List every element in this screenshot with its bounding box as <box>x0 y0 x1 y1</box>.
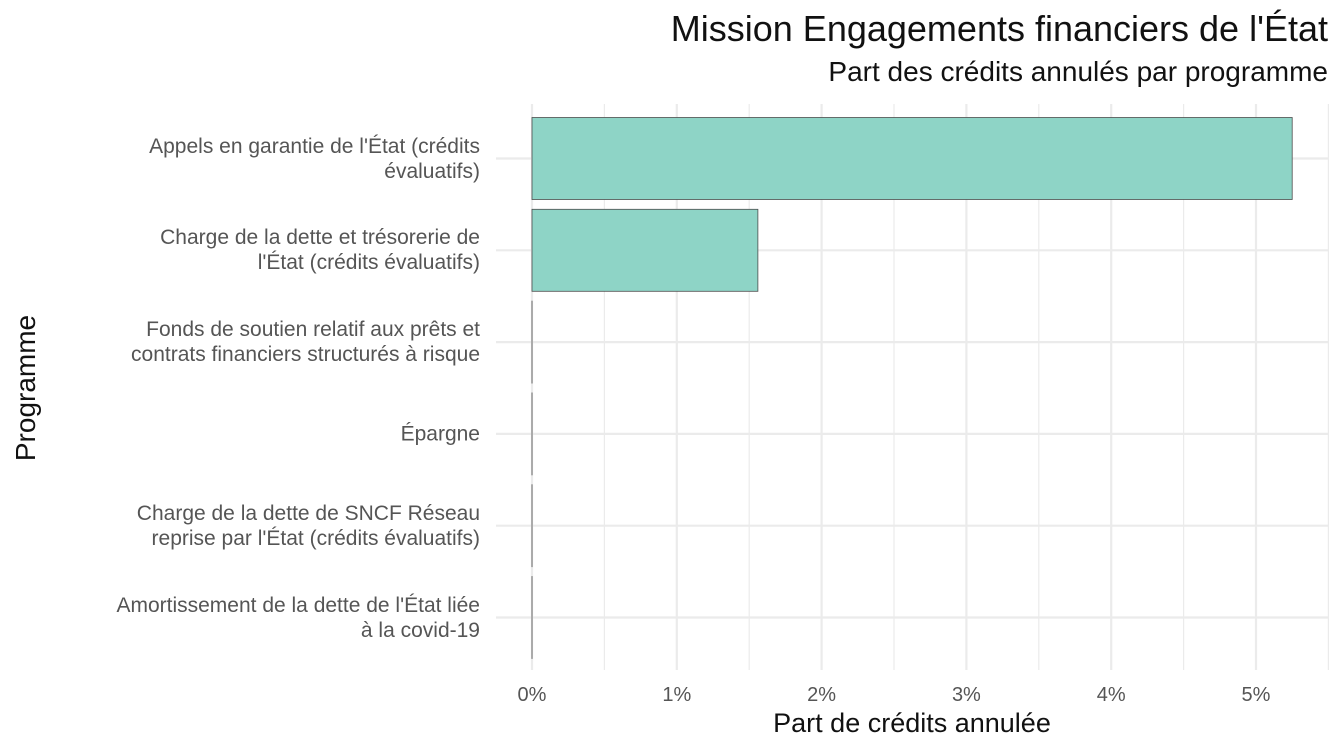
x-tick-label: 0% <box>518 684 547 706</box>
y-category-label-line: reprise par l'État (crédits évaluatifs) <box>151 526 480 550</box>
y-category-label-line: à la covid-19 <box>360 618 480 642</box>
y-category-label-line: contrats financiers structurés à risque <box>131 343 480 367</box>
y-category-label-line: Appels en garantie de l'État (crédits <box>149 134 480 158</box>
y-category-label-line: Charge de la dette et trésorerie de <box>160 226 480 250</box>
bar <box>531 117 1293 200</box>
chart-subtitle: Part des crédits annulés par programme <box>828 56 1328 87</box>
y-category-label-line: Amortissement de la dette de l'État liée <box>116 593 480 617</box>
y-category-label-line: Épargne <box>400 422 480 446</box>
y-category-label-line: évaluatifs) <box>384 159 480 183</box>
x-tick-label: 2% <box>807 684 836 706</box>
chart-title: Mission Engagements financiers de l'État <box>670 8 1328 49</box>
y-category-label: Appels en garantie de l'État (crédits éva… <box>20 134 480 184</box>
x-tick-label: 5% <box>1242 684 1271 706</box>
y-category-label-line: l'État (crédits évaluatifs) <box>257 251 480 275</box>
x-tick-label: 1% <box>662 684 691 706</box>
y-category-label: Charge de la dette de SNCF Réseau reprise… <box>20 501 480 551</box>
y-category-label: Fonds de soutien relatif aux prêts et con… <box>20 317 480 367</box>
bar <box>531 208 759 292</box>
y-category-label: Charge de la dette et trésorerie de l'Éta… <box>20 225 480 275</box>
x-tick-label: 4% <box>1097 684 1126 706</box>
y-category-label-line: Fonds de soutien relatif aux prêts et <box>146 318 480 342</box>
y-category-label: Épargne <box>20 421 480 446</box>
x-axis-label: Part de crédits annulée <box>773 708 1051 738</box>
x-tick-label: 3% <box>952 684 981 706</box>
y-category-label-line: Charge de la dette de SNCF Réseau <box>136 501 480 525</box>
y-category-label: Amortissement de la dette de l'État liée… <box>20 593 480 643</box>
